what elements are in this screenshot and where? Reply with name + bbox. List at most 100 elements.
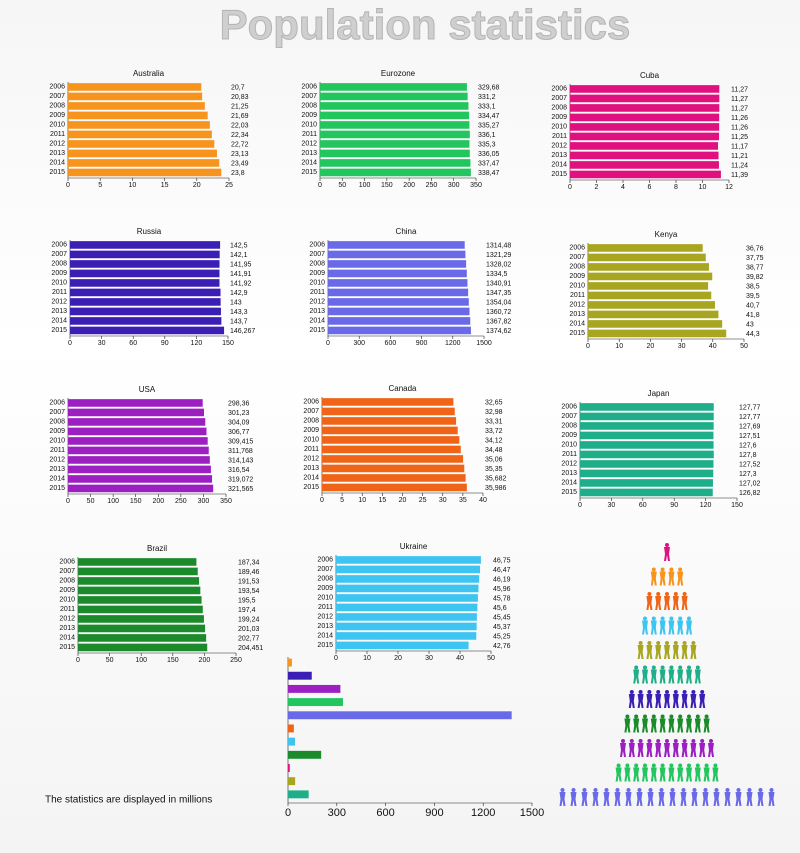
x-tick-label: 0 [66, 182, 70, 189]
value-label: 33,31 [485, 419, 503, 426]
person-body [625, 792, 632, 806]
person-body [681, 596, 688, 610]
person-head [615, 788, 620, 792]
bar [320, 121, 470, 129]
x-tick-label: 0 [568, 184, 572, 191]
x-tick-label: 5 [340, 497, 344, 504]
value-label: 336,05 [478, 151, 500, 158]
y-tick-label: 2011 [60, 606, 75, 613]
y-tick-label: 2011 [304, 446, 319, 453]
person-head [634, 763, 639, 768]
chart-title: Kenya [655, 230, 678, 239]
bar [70, 260, 220, 268]
person-body [603, 792, 610, 806]
person-head [678, 616, 683, 621]
y-tick-label: 2010 [317, 595, 333, 602]
person-head [665, 641, 669, 645]
person-body [686, 620, 692, 635]
bar [68, 446, 209, 455]
person-body [681, 645, 688, 659]
person-head [651, 763, 656, 768]
bar [328, 250, 466, 259]
value-label: 20,7 [231, 85, 245, 92]
value-label: 1374,62 [486, 328, 511, 335]
person-head [673, 739, 678, 743]
bar [322, 436, 460, 444]
value-label: 189,46 [238, 569, 260, 576]
bar [580, 450, 714, 459]
y-tick-label: 2011 [310, 289, 325, 296]
value-label: 1340,91 [486, 281, 511, 288]
value-label: 146,267 [230, 328, 255, 335]
person-head [629, 690, 634, 694]
y-tick-label: 2006 [301, 84, 317, 91]
person-head [643, 616, 647, 621]
x-tick-label: 15 [161, 182, 169, 189]
bar [78, 558, 197, 566]
y-tick-label: 2009 [317, 585, 333, 592]
bar [68, 168, 222, 177]
bar [580, 431, 714, 440]
bar [68, 83, 202, 91]
bar [78, 634, 207, 642]
y-tick-label: 2011 [562, 451, 577, 458]
person-head [669, 665, 674, 670]
value-label: 306,77 [228, 429, 250, 436]
y-tick-label: 2011 [302, 131, 317, 138]
x-tick-label: 0 [318, 182, 322, 189]
x-tick-label: 50 [87, 498, 95, 505]
y-tick-label: 2012 [551, 143, 567, 150]
x-tick-label: 150 [222, 340, 234, 347]
x-tick-label: 300 [198, 498, 210, 505]
value-label: 199,24 [238, 617, 260, 624]
value-label: 1334,5 [486, 271, 508, 278]
person-head [643, 665, 647, 670]
person-head [673, 592, 678, 596]
y-tick-label: 2009 [49, 112, 65, 119]
x-tick-label: 20 [647, 343, 655, 350]
bar [588, 310, 719, 319]
x-tick-label: 10 [699, 184, 707, 191]
value-label: 1354,04 [486, 300, 511, 307]
x-tick-label: 30 [425, 655, 433, 662]
value-label: 143,3 [230, 309, 248, 316]
y-tick-label: 2015 [49, 169, 65, 176]
person-head [643, 714, 647, 719]
value-label: 301,23 [228, 410, 250, 417]
y-tick-label: 2014 [309, 318, 325, 325]
person-body [655, 743, 662, 757]
bar [570, 151, 719, 160]
bar [288, 658, 292, 667]
value-label: 32,65 [485, 400, 503, 407]
bar [322, 407, 455, 416]
person-body [672, 743, 679, 757]
bar [570, 170, 721, 179]
bar [336, 613, 477, 621]
y-tick-label: 2013 [303, 465, 319, 472]
y-tick-label: 2008 [551, 105, 567, 112]
person-body [642, 767, 648, 782]
person-head [648, 788, 653, 792]
value-label: 45,25 [493, 634, 511, 641]
chart-title: Brazil [147, 544, 167, 553]
y-tick-label: 2012 [51, 299, 67, 306]
x-tick-label: 150 [130, 498, 142, 505]
person-body [615, 767, 622, 782]
person-head [695, 763, 700, 768]
value-label: 42,76 [493, 643, 511, 650]
bar [570, 132, 720, 141]
y-tick-label: 2015 [309, 327, 325, 334]
bar [336, 565, 481, 574]
x-tick-label: 0 [68, 340, 72, 347]
bar [580, 479, 713, 487]
y-tick-label: 2006 [49, 400, 65, 407]
person-body [650, 620, 657, 635]
x-tick-label: 350 [220, 498, 232, 505]
x-tick-label: 600 [376, 807, 394, 819]
value-label: 11,17 [731, 144, 748, 151]
chart-title: Ukraine [400, 542, 428, 551]
x-tick-label: 250 [230, 657, 242, 664]
person-body [686, 767, 692, 782]
x-tick-label: 250 [426, 182, 438, 189]
bar [70, 250, 220, 259]
